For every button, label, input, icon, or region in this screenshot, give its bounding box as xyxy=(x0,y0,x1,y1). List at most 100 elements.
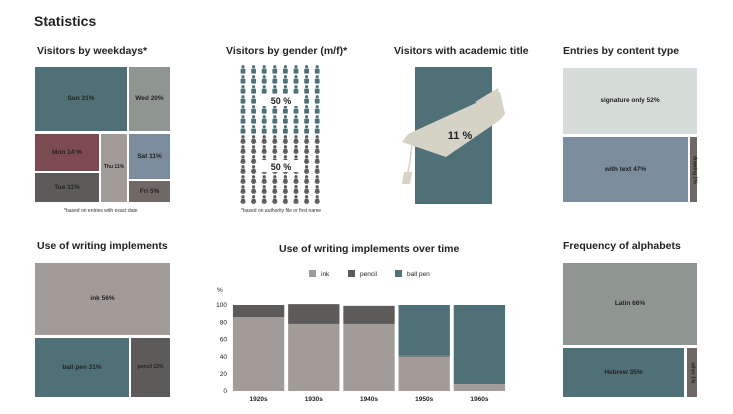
bar-segment xyxy=(232,305,285,318)
female-person-icon xyxy=(240,135,246,144)
treemap-cell-with-text: with text 47% xyxy=(563,137,688,202)
bar-segment xyxy=(288,304,340,324)
treemap-cell-fri: Fri 5% xyxy=(129,181,170,202)
female-person-icon xyxy=(314,155,320,164)
female-person-icon xyxy=(272,195,278,204)
treemap-cell-signature: signature only 52% xyxy=(563,68,697,134)
academic-graphic: 11 % xyxy=(402,67,505,204)
bar-segment xyxy=(398,355,450,357)
bar-segment xyxy=(288,323,340,391)
gender-title: Visitors by gender (m/f)* xyxy=(226,45,348,57)
female-share-label: 50 % xyxy=(271,162,292,172)
male-person-icon xyxy=(314,115,320,124)
male-person-icon xyxy=(240,65,246,74)
female-person-icon xyxy=(250,175,257,184)
male-person-icon xyxy=(261,75,267,84)
female-person-icon xyxy=(303,155,310,164)
female-person-icon xyxy=(303,135,310,144)
gender-note: *based on authority file or first name xyxy=(241,208,322,214)
male-person-icon xyxy=(251,85,256,94)
content-title: Entries by content type xyxy=(563,45,680,57)
treemap-cell-hebrew: Hebrew 35% xyxy=(563,348,684,397)
female-person-icon xyxy=(272,175,278,184)
male-person-icon xyxy=(314,95,320,104)
female-person-icon xyxy=(250,165,257,174)
legend-item: pencil xyxy=(348,270,378,278)
male-person-icon xyxy=(251,65,256,74)
treemap-cell-latin: Latin 66% xyxy=(563,263,697,345)
female-person-icon xyxy=(282,145,289,154)
male-person-icon xyxy=(283,65,288,74)
female-person-icon xyxy=(240,185,246,194)
male-person-icon xyxy=(314,65,320,74)
male-person-icon xyxy=(304,65,309,74)
person-icons xyxy=(240,65,320,204)
y-tick-label: 80 xyxy=(220,319,228,326)
female-person-icon xyxy=(282,175,289,184)
academic-share-label: 11 % xyxy=(448,130,473,142)
male-person-icon xyxy=(272,125,278,134)
y-tick-label: 40 xyxy=(220,354,228,361)
x-tick-label: 1940s xyxy=(360,396,378,403)
treemap-cell-sun: Sun 31% xyxy=(35,67,127,131)
male-person-icon xyxy=(261,125,267,134)
female-person-icon xyxy=(314,185,320,194)
female-person-icon xyxy=(240,155,246,164)
female-person-icon xyxy=(314,175,320,184)
male-person-icon xyxy=(272,115,278,124)
female-person-icon xyxy=(261,175,267,184)
female-person-icon xyxy=(261,135,267,144)
female-person-icon xyxy=(272,135,278,144)
legend-label: pencil xyxy=(360,271,378,278)
treemap-cell-sat: Sat 11% xyxy=(129,134,170,179)
male-person-icon xyxy=(251,105,256,114)
chart-legend: ink pencil ball pen xyxy=(309,270,430,278)
x-tick-label: 1950s xyxy=(415,396,433,403)
cap-tassel-icon xyxy=(407,143,413,173)
male-person-icon xyxy=(283,105,288,114)
treemap-cell-tue: Tue 11% xyxy=(35,173,99,202)
bar-segment xyxy=(453,384,506,391)
female-person-icon xyxy=(240,175,246,184)
male-person-icon xyxy=(240,85,246,94)
male-person-icon xyxy=(304,105,309,114)
female-person-icon xyxy=(293,145,299,154)
female-person-icon xyxy=(293,185,299,194)
male-person-icon xyxy=(251,115,256,124)
female-person-icon xyxy=(272,145,278,154)
y-tick-label: 20 xyxy=(220,371,228,378)
female-person-icon xyxy=(303,195,310,204)
treemap-cell-other: other 1% xyxy=(687,348,697,397)
male-person-icon xyxy=(304,115,309,124)
x-tick-label: 1960s xyxy=(470,396,488,403)
page-title: Statistics xyxy=(34,13,97,29)
legend-label: ink xyxy=(321,271,330,278)
female-person-icon xyxy=(314,145,320,154)
male-person-icon xyxy=(240,95,246,104)
bar-segment xyxy=(343,323,395,391)
male-person-icon xyxy=(283,75,288,84)
female-person-icon xyxy=(240,165,246,174)
male-person-icon xyxy=(261,85,267,94)
y-tick-label: 0 xyxy=(223,388,227,395)
male-person-icon xyxy=(304,125,309,134)
female-person-icon xyxy=(261,185,267,194)
treemap-cell-wed: Wed 20% xyxy=(129,67,170,131)
female-person-icon xyxy=(250,185,257,194)
legend-swatch xyxy=(348,270,355,277)
treemap-cell-mon: Mon 14 % xyxy=(35,134,99,171)
male-person-icon xyxy=(314,125,320,134)
writing-title: Use of writing implements xyxy=(37,240,168,252)
male-person-icon xyxy=(240,115,246,124)
male-person-icon xyxy=(251,95,256,104)
female-person-icon xyxy=(282,135,289,144)
alphabets-title: Frequency of alphabets xyxy=(563,240,681,252)
female-person-icon xyxy=(240,195,246,204)
bar-segment xyxy=(343,305,395,324)
male-person-icon xyxy=(261,105,267,114)
legend-item: ball pen xyxy=(395,270,430,278)
bar-segment xyxy=(398,356,450,391)
treemap-cell-thu: Thu 11% xyxy=(101,134,127,202)
male-person-icon xyxy=(283,125,288,134)
male-person-icon xyxy=(261,65,267,74)
